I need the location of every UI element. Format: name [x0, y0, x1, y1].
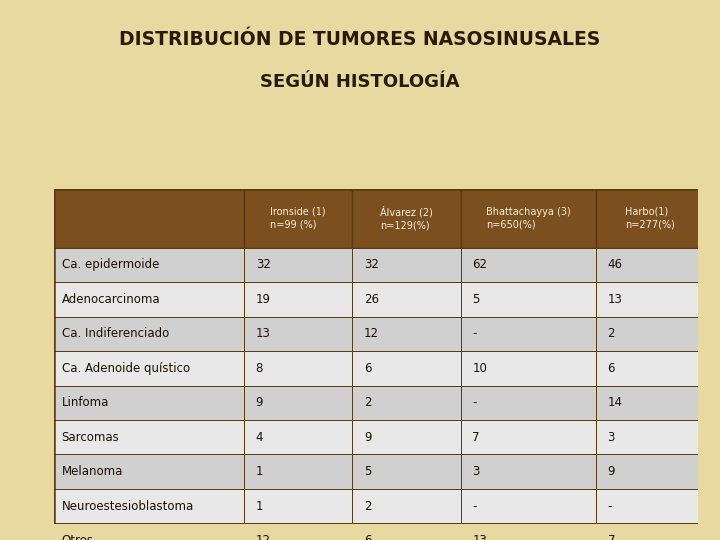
Bar: [352, 386, 461, 420]
Bar: [352, 351, 461, 386]
Text: 7: 7: [472, 431, 480, 444]
Text: Adenocarcinoma: Adenocarcinoma: [62, 293, 161, 306]
Text: 14: 14: [608, 396, 623, 409]
Text: 6: 6: [364, 534, 372, 540]
Bar: [54, 282, 244, 316]
Text: Neuroestesioblastoma: Neuroestesioblastoma: [62, 500, 194, 512]
Bar: [596, 455, 704, 489]
Text: 9: 9: [608, 465, 615, 478]
Text: Melanoma: Melanoma: [62, 465, 123, 478]
Text: -: -: [472, 396, 477, 409]
Bar: [244, 420, 352, 455]
Text: Sarcomas: Sarcomas: [62, 431, 120, 444]
Bar: [596, 386, 704, 420]
Text: 4: 4: [256, 431, 264, 444]
Bar: [461, 386, 596, 420]
Bar: [54, 523, 244, 540]
Bar: [54, 386, 244, 420]
Bar: [352, 523, 461, 540]
Bar: [244, 189, 352, 247]
Text: 12: 12: [256, 534, 271, 540]
Text: 32: 32: [364, 258, 379, 271]
Text: -: -: [608, 500, 612, 512]
Bar: [461, 316, 596, 351]
Bar: [461, 489, 596, 523]
Text: -: -: [472, 327, 477, 340]
Text: 13: 13: [472, 534, 487, 540]
Text: 2: 2: [364, 396, 372, 409]
Bar: [461, 455, 596, 489]
Bar: [54, 189, 244, 247]
Text: 1: 1: [256, 500, 264, 512]
Bar: [596, 351, 704, 386]
Text: 32: 32: [256, 258, 271, 271]
Bar: [596, 523, 704, 540]
Bar: [461, 351, 596, 386]
Text: DISTRIBUCIÓN DE TUMORES NASOSINUSALES: DISTRIBUCIÓN DE TUMORES NASOSINUSALES: [120, 30, 600, 49]
Bar: [461, 189, 596, 247]
Text: 6: 6: [608, 362, 615, 375]
Bar: [596, 489, 704, 523]
Bar: [352, 455, 461, 489]
Bar: [352, 247, 461, 282]
Text: 12: 12: [364, 327, 379, 340]
Bar: [244, 247, 352, 282]
Text: 3: 3: [472, 465, 480, 478]
Bar: [54, 316, 244, 351]
Text: Ca. Indiferenciado: Ca. Indiferenciado: [62, 327, 169, 340]
Bar: [596, 316, 704, 351]
Text: 6: 6: [364, 362, 372, 375]
Bar: [54, 420, 244, 455]
Text: 62: 62: [472, 258, 487, 271]
Bar: [54, 351, 244, 386]
Text: Linfoma: Linfoma: [62, 396, 109, 409]
Bar: [352, 489, 461, 523]
Bar: [352, 316, 461, 351]
Bar: [461, 420, 596, 455]
Text: 5: 5: [472, 293, 480, 306]
Text: 13: 13: [256, 327, 271, 340]
Text: Bhattachayya (3)
n=650(%): Bhattachayya (3) n=650(%): [486, 207, 571, 230]
Bar: [244, 523, 352, 540]
Text: 1: 1: [256, 465, 264, 478]
Text: Álvarez (2)
n=129(%): Álvarez (2) n=129(%): [380, 206, 433, 231]
Bar: [461, 247, 596, 282]
Text: 13: 13: [608, 293, 622, 306]
Bar: [244, 386, 352, 420]
Text: 3: 3: [608, 431, 615, 444]
Text: 7: 7: [608, 534, 615, 540]
Text: Ca. epidermoide: Ca. epidermoide: [62, 258, 159, 271]
Bar: [54, 247, 244, 282]
Bar: [244, 455, 352, 489]
Bar: [596, 247, 704, 282]
Text: Ironside (1)
n=99 (%): Ironside (1) n=99 (%): [271, 207, 326, 230]
Text: Ca. Adenoide quístico: Ca. Adenoide quístico: [62, 362, 190, 375]
Text: 26: 26: [364, 293, 379, 306]
Bar: [352, 189, 461, 247]
Text: 46: 46: [608, 258, 623, 271]
Text: Otros: Otros: [62, 534, 94, 540]
Bar: [461, 282, 596, 316]
Text: 10: 10: [472, 362, 487, 375]
Text: SEGÚN HISTOLOGÍA: SEGÚN HISTOLOGÍA: [260, 73, 460, 91]
Bar: [244, 316, 352, 351]
Text: 9: 9: [364, 431, 372, 444]
Text: 2: 2: [608, 327, 615, 340]
Bar: [596, 420, 704, 455]
Text: 2: 2: [364, 500, 372, 512]
Bar: [244, 282, 352, 316]
Bar: [244, 489, 352, 523]
Bar: [54, 455, 244, 489]
Text: 9: 9: [256, 396, 264, 409]
Text: 5: 5: [364, 465, 372, 478]
Bar: [54, 489, 244, 523]
Bar: [352, 420, 461, 455]
Bar: [461, 523, 596, 540]
Bar: [596, 189, 704, 247]
Text: 19: 19: [256, 293, 271, 306]
Bar: [352, 282, 461, 316]
Text: Harbo(1)
n=277(%): Harbo(1) n=277(%): [625, 207, 675, 230]
Text: 8: 8: [256, 362, 263, 375]
Text: -: -: [472, 500, 477, 512]
Bar: [244, 351, 352, 386]
